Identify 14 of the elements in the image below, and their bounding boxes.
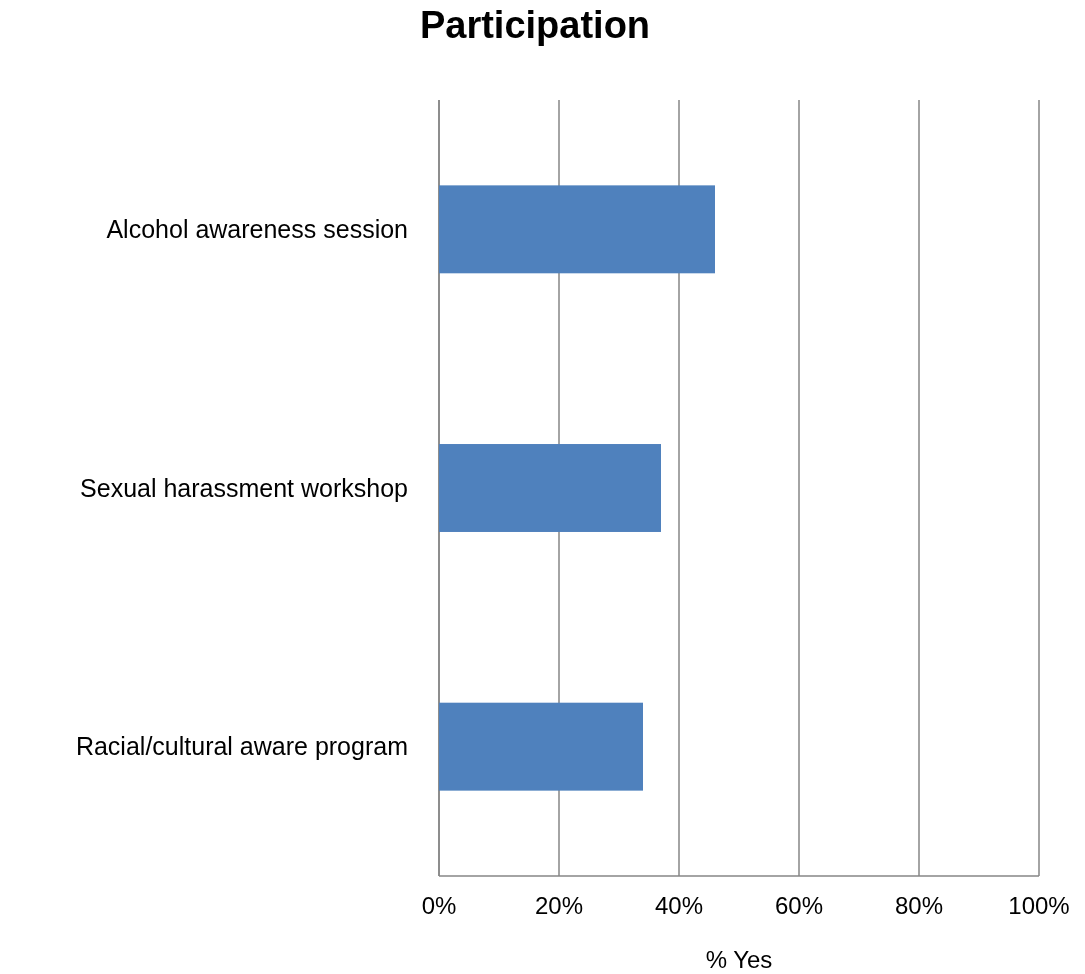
- bar: [439, 702, 643, 791]
- x-tick-label: 80%: [894, 892, 944, 920]
- y-tick-label: Alcohol awareness session: [106, 215, 408, 244]
- bar: [439, 444, 661, 532]
- x-tick-label: 100%: [1008, 892, 1070, 920]
- x-tick-label: 20%: [534, 892, 584, 920]
- x-axis-title: % Yes: [705, 946, 773, 974]
- x-tick-label: 0%: [421, 892, 457, 920]
- bar: [439, 185, 715, 274]
- y-tick-label: Racial/cultural aware program: [75, 732, 408, 761]
- x-tick-label: 60%: [774, 892, 824, 920]
- chart-title: Participation: [419, 4, 651, 46]
- x-tick-label: 40%: [654, 892, 704, 920]
- y-tick-label: Sexual harassment workshop: [80, 473, 408, 502]
